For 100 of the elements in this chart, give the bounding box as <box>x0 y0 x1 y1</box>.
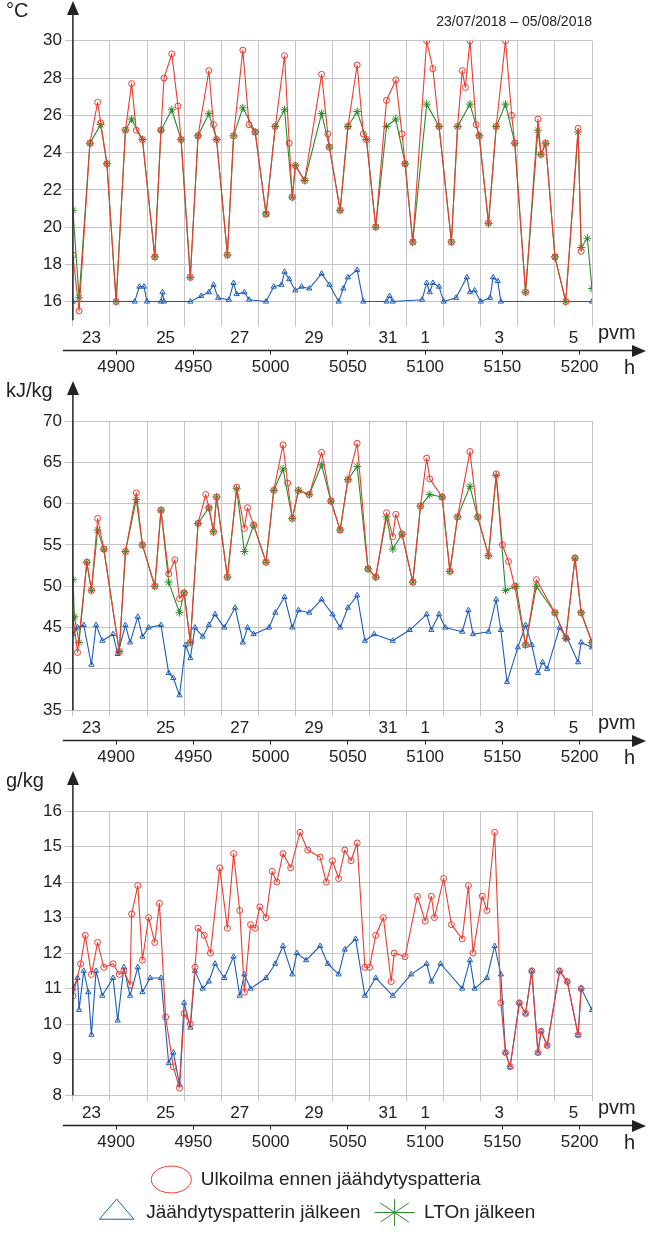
point <box>140 283 148 289</box>
point <box>326 281 333 287</box>
point <box>422 99 432 109</box>
point <box>389 298 396 304</box>
y-tick-label: 26 <box>42 104 62 124</box>
point <box>576 243 586 253</box>
point <box>93 525 103 535</box>
x2-tick-label: 27 <box>230 328 250 348</box>
point <box>159 288 166 295</box>
x2-tick-label: 3 <box>494 718 505 738</box>
point <box>531 581 541 591</box>
point <box>136 283 143 289</box>
x2-tick-label: 23 <box>81 718 101 738</box>
point <box>286 275 293 282</box>
x-tick-label: 5100 <box>406 747 445 767</box>
point <box>500 99 510 109</box>
point <box>127 114 137 124</box>
x2-tick-label: 1 <box>420 718 430 738</box>
y-axis-title: kJ/kg <box>6 378 53 403</box>
y-tick-label: 30 <box>42 30 62 50</box>
point <box>466 288 474 295</box>
y-tick-label: 16 <box>42 800 62 820</box>
point <box>494 277 501 284</box>
point <box>352 107 362 117</box>
point <box>426 288 433 295</box>
y-tick-label: 28 <box>42 67 62 87</box>
point <box>388 544 398 554</box>
point <box>533 125 543 135</box>
x2-tick-label: 31 <box>378 718 398 738</box>
x-axis-title: h <box>624 356 636 379</box>
point <box>230 279 237 285</box>
point <box>245 296 253 302</box>
point <box>423 279 430 285</box>
x-tick-label: 5200 <box>560 357 599 377</box>
point <box>317 108 327 118</box>
y-tick-label: 24 <box>42 142 62 162</box>
point <box>215 294 222 300</box>
point <box>335 298 342 304</box>
point <box>486 294 494 300</box>
point <box>281 268 288 274</box>
point <box>465 99 475 109</box>
point <box>386 292 393 298</box>
x-tick-label: 5000 <box>251 1132 290 1152</box>
point <box>298 283 305 289</box>
point <box>418 296 426 302</box>
x-axis-title: h <box>624 746 636 769</box>
point <box>198 292 205 298</box>
point <box>278 281 285 287</box>
y-tick-label: 45 <box>42 617 62 637</box>
x2-tick-label: 25 <box>156 718 176 738</box>
point <box>477 298 484 304</box>
point <box>352 461 362 471</box>
y-axis-title: g/kg <box>6 768 44 793</box>
y-tick-label: 13 <box>42 907 62 927</box>
x-tick-label: 5200 <box>560 747 599 767</box>
point <box>306 285 313 291</box>
x-tick-label: 4900 <box>97 747 136 767</box>
point <box>435 283 443 289</box>
y-tick-label: 9 <box>52 1049 62 1069</box>
point <box>354 266 361 272</box>
x-tick-label: 5200 <box>560 1132 599 1152</box>
y-tick-label: 10 <box>42 1013 62 1033</box>
x-tick-label: 4900 <box>97 357 136 377</box>
y-tick-label: 40 <box>42 658 62 678</box>
y-tick-label: 60 <box>42 493 62 513</box>
x2-tick-label: 1 <box>420 328 430 348</box>
point <box>391 114 401 124</box>
point <box>143 298 151 304</box>
x-tick-label: 5150 <box>483 357 522 377</box>
point <box>452 294 460 300</box>
point <box>131 298 138 304</box>
y-tick-label: 20 <box>42 216 62 236</box>
point <box>164 577 174 587</box>
x-tick-label: 5100 <box>406 1132 445 1152</box>
x-tick-label: 5000 <box>251 747 290 767</box>
y-tick-label: 65 <box>42 452 62 471</box>
y-tick-label: 16 <box>42 291 62 311</box>
point <box>360 298 367 304</box>
point <box>425 490 435 500</box>
point <box>233 290 240 297</box>
x-tick-label: 5000 <box>251 357 290 377</box>
point <box>383 298 390 304</box>
x-tick-label: 5050 <box>328 1132 367 1152</box>
point <box>497 298 504 304</box>
x-tick-label: 5150 <box>483 747 522 767</box>
y-tick-label: 35 <box>42 699 62 719</box>
point <box>429 279 436 285</box>
x2-tick-label: 5 <box>568 1103 579 1123</box>
point <box>270 283 277 289</box>
y-axis-title: °C <box>6 0 29 23</box>
x-axis-title: h <box>624 1131 636 1154</box>
x-tick-label: 4950 <box>174 1132 213 1152</box>
x-tick-label: 5050 <box>328 747 367 767</box>
x2-tick-label: 23 <box>81 328 101 348</box>
point <box>582 233 592 243</box>
y-tick-label: 15 <box>42 836 62 856</box>
x-tick-label: 5050 <box>328 357 367 377</box>
point <box>238 103 248 113</box>
y-tick-label: 50 <box>42 575 62 595</box>
point <box>318 270 325 276</box>
